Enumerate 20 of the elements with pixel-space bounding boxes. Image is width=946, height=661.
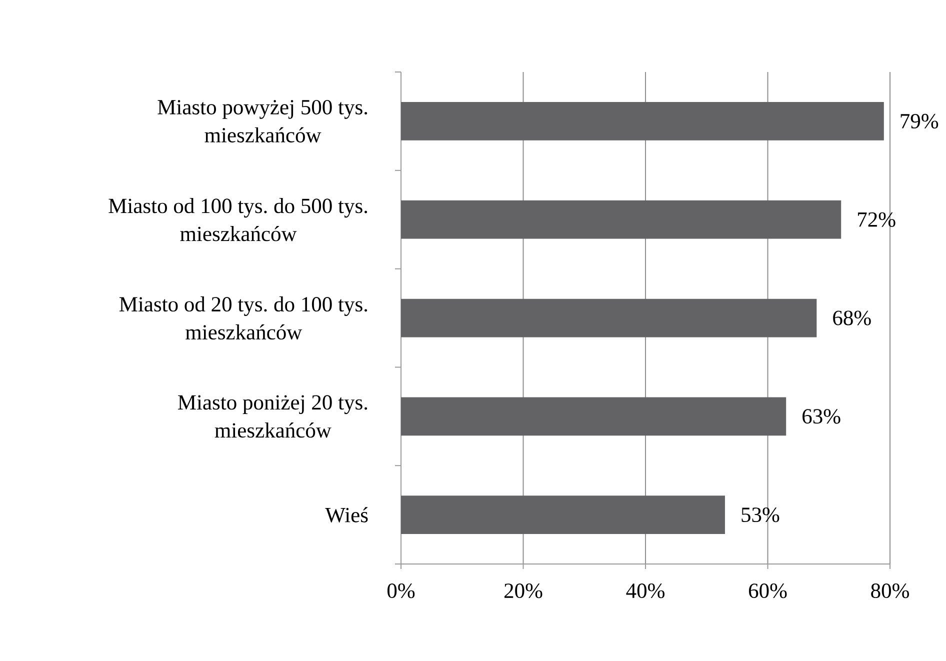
- data-label: 68%: [833, 310, 871, 326]
- data-label: 79%: [900, 114, 938, 128]
- y-tick-label: Miasto powyżej 500 tys. mieszkańców: [158, 100, 368, 142]
- y-tick-label: Miasto od 20 tys. do 100 tys. mieszkańców: [119, 296, 368, 340]
- data-label: 63%: [802, 409, 840, 424]
- bar: [401, 397, 786, 436]
- data-label: 53%: [742, 508, 780, 522]
- bar: [401, 496, 725, 534]
- x-tick-label: 20%: [504, 584, 542, 598]
- y-tick-label: Miasto poniżej 20 tys. mieszkańców: [178, 395, 368, 438]
- x-tick-label: 80%: [871, 584, 909, 598]
- y-tick-label: Miasto od 100 tys. do 500 tys. mieszkańców: [108, 198, 368, 242]
- y-tick-label: Wieś: [325, 507, 368, 522]
- bar: [401, 200, 842, 239]
- x-tick-label: 40%: [626, 584, 664, 598]
- x-tick-label: 60%: [748, 584, 787, 598]
- bar: [401, 102, 884, 140]
- x-tick-label: 0%: [387, 584, 415, 598]
- bar: [401, 298, 817, 338]
- data-label: 72%: [858, 212, 896, 227]
